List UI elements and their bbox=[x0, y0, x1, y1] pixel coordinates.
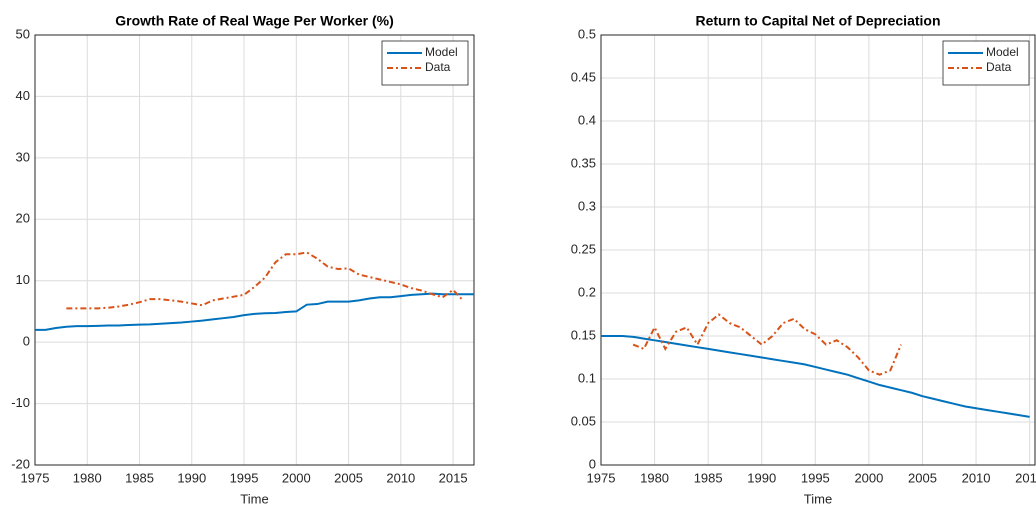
y-tick-label: 0.3 bbox=[578, 198, 596, 213]
y-tick-label: 10 bbox=[16, 272, 30, 287]
chart-title: Return to Capital Net of Depreciation bbox=[695, 13, 940, 29]
x-tick-label: 2000 bbox=[854, 470, 883, 485]
y-tick-label: 0.35 bbox=[571, 155, 596, 170]
x-tick-label: 1990 bbox=[177, 470, 206, 485]
x-tick-label: 1975 bbox=[21, 470, 50, 485]
legend-label: Model bbox=[986, 45, 1019, 59]
y-tick-label: 50 bbox=[16, 26, 30, 41]
x-tick-label: 1980 bbox=[73, 470, 102, 485]
x-axis-label: Time bbox=[804, 491, 832, 506]
x-tick-label: 1990 bbox=[747, 470, 776, 485]
x-tick-label: 2000 bbox=[282, 470, 311, 485]
line-series bbox=[601, 335, 1030, 418]
axes-frame bbox=[34, 34, 475, 466]
x-tick-label: 2015 bbox=[439, 470, 468, 485]
legend-box bbox=[381, 40, 469, 86]
x-tick-label: 2005 bbox=[334, 470, 363, 485]
y-tick-label: 0.2 bbox=[578, 284, 596, 299]
x-tick-label: 2005 bbox=[908, 470, 937, 485]
x-tick-label: 1995 bbox=[801, 470, 830, 485]
x-tick-label: 1980 bbox=[640, 470, 669, 485]
y-tick-label: -20 bbox=[11, 456, 30, 471]
axes-frame bbox=[600, 34, 1036, 466]
y-tick-label: 30 bbox=[16, 149, 30, 164]
legend-box bbox=[942, 40, 1030, 86]
y-tick-label: 0 bbox=[23, 334, 30, 349]
y-tick-label: 40 bbox=[16, 88, 30, 103]
x-axis-label: Time bbox=[240, 491, 268, 506]
line-series bbox=[632, 313, 902, 376]
y-tick-label: 20 bbox=[16, 211, 30, 226]
line-series bbox=[35, 292, 474, 331]
legend-label: Data bbox=[986, 60, 1012, 74]
y-tick-label: -10 bbox=[11, 395, 30, 410]
y-tick-label: 0 bbox=[589, 456, 596, 471]
y-tick-label: 0.5 bbox=[578, 26, 596, 41]
x-tick-label: 1995 bbox=[230, 470, 259, 485]
x-tick-label: 2010 bbox=[962, 470, 991, 485]
x-tick-label: 1985 bbox=[694, 470, 723, 485]
y-tick-label: 0.05 bbox=[571, 413, 596, 428]
plot-area bbox=[35, 35, 474, 465]
legend-label: Model bbox=[425, 45, 458, 59]
x-tick-label: 1975 bbox=[587, 470, 616, 485]
x-tick-label: 1985 bbox=[125, 470, 154, 485]
y-tick-label: 0.4 bbox=[578, 112, 596, 127]
y-tick-label: 0.1 bbox=[578, 370, 596, 385]
y-tick-label: 0.15 bbox=[571, 327, 596, 342]
chart-title: Growth Rate of Real Wage Per Worker (%) bbox=[115, 13, 394, 29]
y-tick-label: 0.45 bbox=[571, 69, 596, 84]
x-tick-label: 2015 bbox=[1015, 470, 1036, 485]
line-series bbox=[66, 251, 465, 310]
y-tick-label: 0.25 bbox=[571, 241, 596, 256]
legend-label: Data bbox=[425, 60, 451, 74]
x-tick-label: 2010 bbox=[386, 470, 415, 485]
